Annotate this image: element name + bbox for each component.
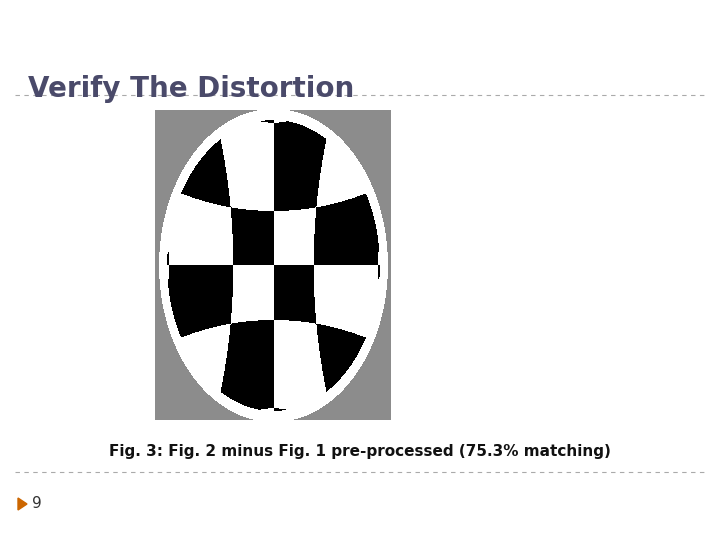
- Text: Fig. 3: Fig. 2 minus Fig. 1 pre-processed (75.3% matching): Fig. 3: Fig. 2 minus Fig. 1 pre-processe…: [109, 444, 611, 459]
- Polygon shape: [18, 498, 27, 510]
- Text: 9: 9: [32, 496, 42, 511]
- Text: Verify The Distortion: Verify The Distortion: [28, 75, 354, 103]
